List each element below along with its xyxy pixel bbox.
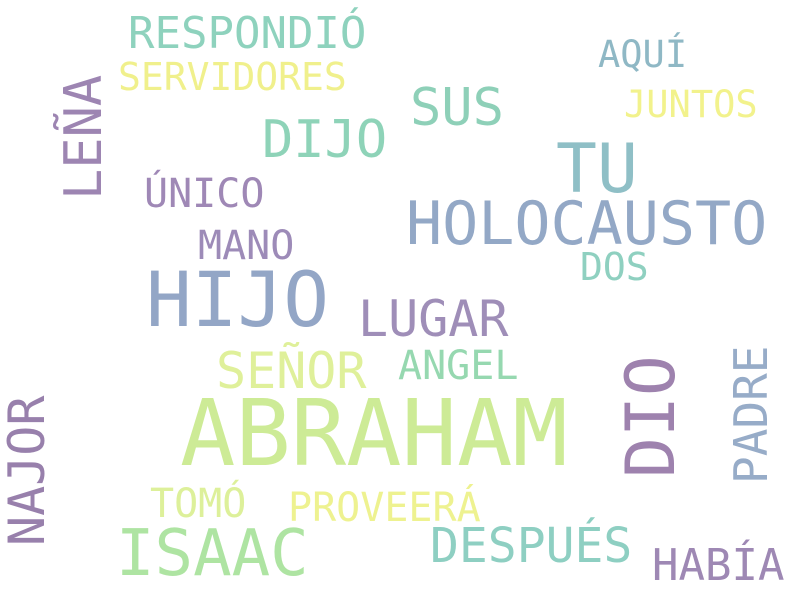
word-unico: ÚNICO <box>144 171 265 217</box>
word-aqui: AQUÍ <box>598 33 688 76</box>
word-lugar: LUGAR <box>358 290 509 348</box>
word-tomo: TOMÓ <box>150 481 247 527</box>
word-mano: MANO <box>198 223 295 269</box>
word-hijo: HIJO <box>146 255 330 344</box>
word-sus: SUS <box>410 78 504 138</box>
word-lena: LEÑA <box>54 74 114 200</box>
word-servidores: SERVIDORES <box>118 55 347 99</box>
word-senor: SEÑOR <box>216 342 367 400</box>
word-habia: HABÍA <box>652 540 785 591</box>
word-juntos: JUNTOS <box>624 83 758 126</box>
word-najor: NAJOR <box>0 395 56 546</box>
word-isaac: ISAAC <box>116 517 309 591</box>
word-respondio: RESPONDIÓ <box>128 8 367 59</box>
word-angel: ANGEL <box>398 343 519 389</box>
word-holocausto: HOLOCAUSTO <box>406 189 768 259</box>
word-dos: DOS <box>580 245 649 289</box>
word-proveera: PROVEERÁ <box>288 485 481 531</box>
word-abraham: ABRAHAM <box>180 380 568 487</box>
word-tu: TU <box>556 130 638 209</box>
word-despues: DESPUÉS <box>430 518 633 574</box>
word-padre: PADRE <box>724 345 778 484</box>
word-dijo: DIJO <box>262 110 388 170</box>
word-dio: DIO <box>612 355 691 478</box>
